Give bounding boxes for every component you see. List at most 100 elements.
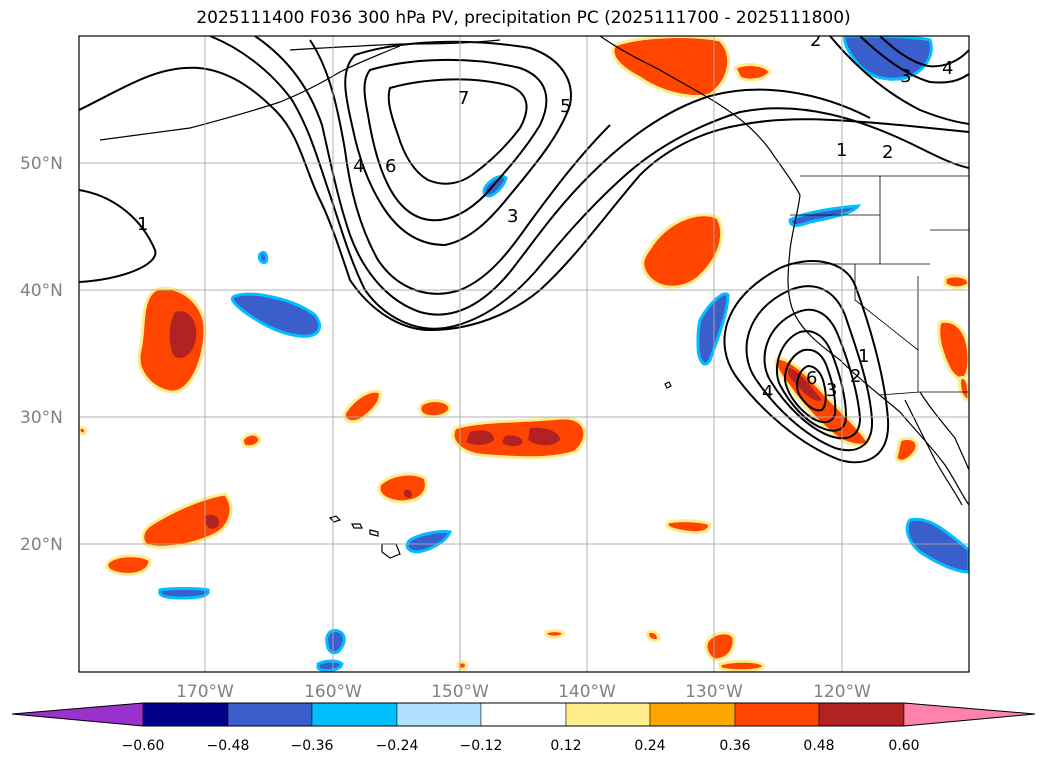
pv-contour-ne-2: [859, 36, 969, 84]
precip-core-1: [169, 311, 197, 358]
border-us-mexico: [879, 391, 969, 396]
precip-core-5: [204, 514, 220, 529]
map-panel: 1 2 3 4 5 6 7 1 2 3 4 1 2 3 4 6: [78, 30, 970, 673]
colorbar-tick-label: 0.24: [634, 738, 665, 754]
precip-blob-alaska: [611, 36, 731, 98]
pv-contour-cal-4: [775, 330, 848, 432]
colorbar-extend-low: [11, 702, 144, 727]
colorbar-tick-label: 0.60: [888, 738, 919, 754]
precip-blob-small-4: [105, 554, 152, 576]
pv-label: 3: [507, 206, 518, 227]
pv-label: 4: [353, 156, 364, 177]
colorbar-tick-label: −0.36: [291, 738, 334, 754]
pv-label: 6: [806, 368, 817, 389]
pv-contour-cal-6: [796, 364, 827, 412]
pv-contour-cal-3: [763, 308, 862, 440]
lon-label-130w: 130°W: [685, 682, 743, 702]
precip-neg-blob-1: [230, 292, 321, 338]
pv-contours: [79, 36, 969, 464]
pv-contour-2-main: [209, 36, 969, 330]
pv-contour-1-west: [79, 189, 157, 283]
latitude-labels: 50°N 40°N 30°N 20°N: [20, 154, 63, 555]
precip-neg-blob-9: [325, 628, 346, 655]
lon-label-160w: 160°W: [304, 682, 362, 702]
colorbar-ticks: −0.60 −0.48 −0.36 −0.24 −0.12 0.12 0.24 …: [122, 738, 920, 754]
precip-core-3: [528, 427, 560, 446]
precip-blob-east-small: [943, 274, 969, 290]
colorbar-segment: [142, 702, 229, 727]
colorbar-segment: [396, 702, 482, 727]
colorbar-segment: [649, 702, 736, 727]
lat-label-50n: 50°N: [20, 154, 63, 174]
pv-contour-ne-3: [879, 36, 969, 68]
border-nevada: [854, 264, 919, 351]
precip-blob-south-2: [704, 631, 736, 662]
pv-contour-cal-1: [723, 260, 890, 464]
colorbar-segment: [227, 702, 313, 727]
precip-neg-blob-3: [843, 36, 933, 81]
precip-blob-alaska-small: [733, 63, 772, 82]
precip-core-4: [502, 435, 523, 447]
pv-label: 2: [882, 142, 893, 163]
precip-blob-small-1: [342, 389, 382, 424]
precip-strong-cores: [169, 311, 822, 529]
map-title: 2025111400 F036 300 hPa PV, precipitatio…: [196, 8, 851, 28]
colorbar-tick-label: 0.36: [719, 738, 750, 754]
colorbar-tick-label: −0.48: [207, 738, 250, 754]
lon-label-170w: 170°W: [176, 682, 234, 702]
precip-blob-small-3: [377, 472, 428, 504]
precip-core-7: [787, 368, 822, 401]
colorbar-tick-label: −0.24: [376, 738, 419, 754]
precip-neg-blob-4: [905, 517, 969, 574]
pv-label: 5: [560, 96, 571, 117]
precip-blob-sw: [141, 492, 233, 549]
pv-label: 6: [385, 156, 396, 177]
colorbar-outline: [11, 702, 1036, 727]
pv-contour-labels: 1 2 3 4 5 6 7 1 2 3 4 1 2 3 4 6: [137, 30, 953, 403]
colorbar-tick-label: 0.12: [550, 738, 581, 754]
lon-label-140w: 140°W: [558, 682, 616, 702]
precip-blob-east-mid: [958, 376, 969, 402]
pv-contour-4-main: [309, 39, 611, 295]
precip-blob-small-2: [418, 399, 452, 419]
pv-label: 3: [900, 66, 911, 87]
longitude-labels: 170°W 160°W 150°W 140°W 130°W 120°W: [176, 682, 871, 702]
lon-label-150w: 150°W: [431, 682, 489, 702]
pv-label: 4: [942, 58, 953, 79]
pv-label: 1: [836, 140, 847, 161]
precip-blob-south-4: [544, 629, 566, 639]
pv-label: 3: [826, 380, 837, 401]
precip-neg-blob-11: [258, 250, 268, 264]
pv-contour-3-main: [254, 36, 871, 316]
precip-neg-blob-10: [316, 659, 344, 672]
colorbar-segment: [480, 702, 567, 727]
pv-contour-6-ring: [363, 58, 548, 222]
island-guadalupe: [664, 381, 672, 389]
precip-neg-blob-7: [405, 530, 453, 554]
pv-label: 1: [137, 214, 148, 235]
precip-blob-baja-north: [894, 436, 919, 463]
pv-contour-ne-1: [829, 36, 969, 125]
colorbar-tick-label: −0.12: [460, 738, 503, 754]
precip-negative-areas: [158, 36, 969, 672]
colorbar-segment: [311, 702, 398, 727]
colorbar-tick-label: 0.48: [803, 738, 834, 754]
pv-label: 4: [762, 382, 773, 403]
precip-blob-small-5: [240, 432, 262, 449]
precip-blob-south-5: [646, 630, 660, 642]
colorbar: −0.60 −0.48 −0.36 −0.24 −0.12 0.12 0.24 …: [11, 702, 1036, 754]
precip-neg-blob-8: [158, 587, 210, 600]
pv-contour-7-ring: [387, 78, 528, 185]
precip-blob-south-1: [665, 519, 712, 535]
pv-contour-cal-2: [745, 285, 874, 452]
pv-label: 1: [858, 346, 869, 367]
precip-core-2: [466, 430, 494, 445]
pv-contour-cal-5: [784, 348, 837, 424]
map-frame: [78, 35, 970, 673]
lon-label-120w: 120°W: [813, 682, 871, 702]
map-background: [79, 36, 969, 672]
pv-label: 2: [810, 30, 821, 51]
coastline-north-america: [599, 36, 969, 506]
island-hawaii-2: [351, 523, 363, 529]
precip-core-6: [403, 489, 412, 498]
